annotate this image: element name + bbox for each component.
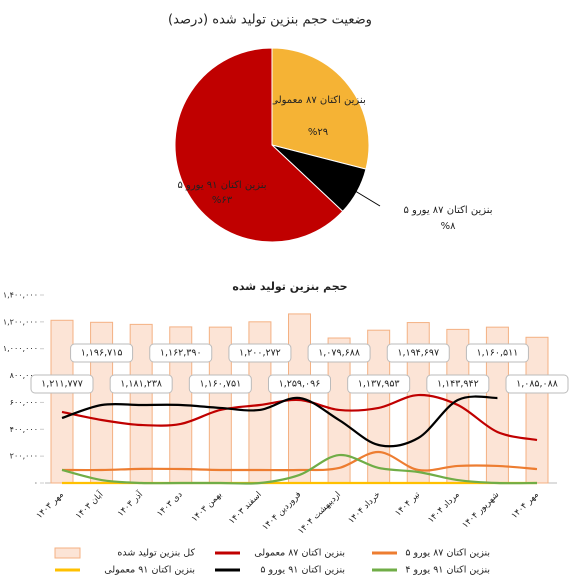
series-line bbox=[61, 453, 538, 485]
legend-label: کل بنزین تولید شده bbox=[117, 548, 195, 559]
value-label-box bbox=[465, 343, 529, 363]
y-tick-label: ۸۰۰,۰۰۰ bbox=[10, 371, 38, 380]
slice-value: %۲۹ bbox=[308, 127, 328, 138]
value-label-box bbox=[307, 343, 371, 363]
slice-label: بنزین اکتان ۹۱ یورو ۵ bbox=[177, 180, 266, 191]
bar bbox=[50, 319, 74, 484]
leader-line bbox=[349, 187, 381, 207]
value-label-box bbox=[505, 374, 569, 394]
legend-label: بنزین اکتان ۸۷ معمولی bbox=[254, 548, 345, 559]
y-tick-label: ۶۰۰,۰۰۰ bbox=[10, 398, 38, 407]
value-label-box bbox=[30, 374, 94, 394]
value-label: ۱,۱۶۰,۷۵۱ bbox=[199, 379, 241, 390]
bar bbox=[208, 326, 232, 484]
y-tick-label: ۲۰۰,۰۰۰ bbox=[10, 452, 38, 461]
bar bbox=[525, 336, 549, 484]
pie-slice bbox=[174, 47, 344, 243]
slice-value: %۸ bbox=[441, 221, 457, 232]
slice-value: %۶۳ bbox=[212, 195, 233, 206]
value-label: ۱,۱۸۱,۲۳۸ bbox=[120, 379, 162, 390]
series-line bbox=[61, 393, 538, 442]
x-tick-label: خرداد ۱۴۰۴ bbox=[347, 490, 383, 526]
series-line bbox=[61, 450, 538, 472]
value-label-box bbox=[386, 343, 450, 363]
value-label: ۱,۲۵۹,۰۹۶ bbox=[279, 379, 321, 390]
legend-label: بنزین اکتان ۸۷ یورو ۵ bbox=[405, 548, 490, 559]
value-label: ۱,۲۰۰,۲۷۲ bbox=[239, 348, 281, 359]
y-tick-label: ۴۰۰,۰۰۰ bbox=[10, 425, 38, 434]
x-tick-label: مهر ۱۴۰۳ bbox=[35, 490, 66, 521]
x-tick-label: اسفند ۱۴۰۳ bbox=[227, 490, 264, 527]
x-tick-label: دی ۱۴۰۳ bbox=[155, 490, 184, 519]
x-tick-label: آبان ۱۴۰۳ bbox=[73, 488, 106, 521]
value-label: ۱,۱۹۴,۶۹۷ bbox=[397, 348, 439, 359]
x-tick-label: بهمن ۱۴۰۳ bbox=[190, 490, 224, 524]
x-tick-label: آذر ۱۴۰۳ bbox=[114, 488, 145, 519]
y-tick-label: ۰ bbox=[34, 479, 38, 488]
value-label-box bbox=[109, 374, 173, 394]
legend-label: بنزین اکتان ۹۱ معمولی bbox=[104, 565, 195, 576]
value-label-box bbox=[228, 343, 292, 363]
pie-title: وضعیت حجم بنزین تولید شده (درصد) bbox=[168, 13, 372, 28]
slice-label: بنزین اکتان ۸۷ یورو ۵ bbox=[403, 205, 492, 216]
legend-swatch bbox=[54, 547, 81, 559]
value-label-box bbox=[70, 343, 134, 363]
value-label-box bbox=[268, 374, 331, 394]
x-tick-label: فروردین ۱۴۰۴ bbox=[261, 490, 304, 533]
value-label: ۱,۱۳۷,۹۵۳ bbox=[358, 379, 400, 390]
value-label-box bbox=[188, 374, 252, 394]
value-label: ۱,۱۹۶,۷۱۵ bbox=[81, 348, 123, 359]
y-tick-label: ۱,۴۰۰,۰۰۰ bbox=[3, 291, 38, 300]
x-tick-label: تیر ۱۴۰۴ bbox=[393, 489, 422, 518]
value-label: ۱,۱۶۲,۳۹۰ bbox=[160, 348, 202, 359]
value-label: ۱,۰۸۵,۰۸۸ bbox=[516, 379, 558, 390]
slice-label: بنزین اکتان ۸۷ معمولی bbox=[270, 95, 365, 106]
y-tick-label: ۱,۰۰۰,۰۰۰ bbox=[3, 344, 38, 353]
value-label: ۱,۰۷۹,۶۸۸ bbox=[318, 348, 360, 359]
legend-label: بنزین اکتان ۹۱ یورو ۴ bbox=[405, 565, 490, 576]
x-tick-label: مرداد ۱۴۰۴ bbox=[426, 490, 461, 525]
x-tick-label: شهریور ۱۴۰۴ bbox=[461, 490, 502, 531]
value-label-box bbox=[347, 374, 411, 394]
pie-slice bbox=[271, 47, 370, 170]
legend-label: بنزین اکتان ۹۱ یورو ۵ bbox=[260, 565, 345, 576]
x-tick-label: مهر ۱۴۰۴ bbox=[510, 490, 541, 521]
value-label: ۱,۱۶۰,۵۱۱ bbox=[477, 348, 519, 359]
value-label-box bbox=[426, 374, 490, 394]
chart-title: حجم بنزین تولید شده bbox=[232, 280, 347, 293]
series-line bbox=[61, 395, 498, 448]
value-label: ۱,۱۴۳,۹۴۲ bbox=[437, 379, 479, 390]
value-label-box bbox=[149, 343, 213, 363]
value-label: ۱,۲۱۱,۷۷۷ bbox=[41, 379, 83, 390]
y-tick-label: ۱,۲۰۰,۰۰۰ bbox=[3, 317, 38, 326]
